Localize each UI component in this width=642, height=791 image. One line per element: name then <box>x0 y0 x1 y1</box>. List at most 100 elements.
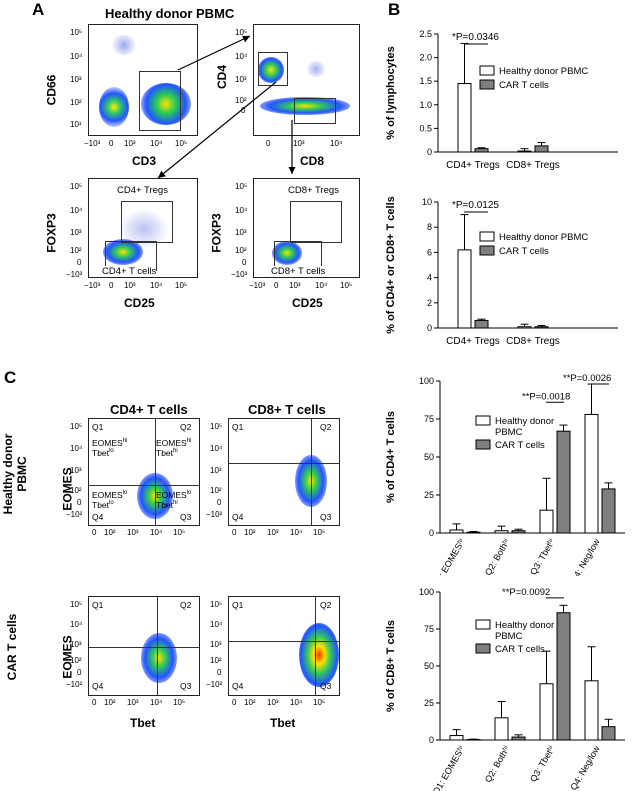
tick: 0 <box>232 528 237 537</box>
tick: 10⁵ <box>70 182 83 191</box>
legend-swatch-car <box>475 643 491 654</box>
legend-swatch-healthy <box>479 231 495 242</box>
y-tick-label: 2.5 <box>419 29 432 39</box>
tick: 10⁵ <box>313 698 326 707</box>
x-tick-label: CD8+ Tregs <box>506 336 560 347</box>
tick: 10³ <box>124 281 136 290</box>
tick: 10⁵ <box>210 600 223 609</box>
x-tick-label: Q1: EOMESʰⁱ <box>431 537 467 576</box>
bar-car <box>601 488 616 534</box>
bar-car <box>466 739 481 741</box>
plot-a2-xlabel: CD8 <box>300 154 325 168</box>
bar-healthy <box>517 150 532 153</box>
tick: 10⁵ <box>235 182 248 191</box>
tick: 10² <box>70 486 82 495</box>
significance-label: *P=0.0346 <box>452 32 499 43</box>
tick: 0 <box>77 668 82 677</box>
significance-label: **P=0.0018 <box>522 391 570 402</box>
bar-healthy <box>517 326 532 329</box>
bar-chart-b2: 0 2 4 6 8 10 % of CD4+ or CD8+ T cells CD4+ Tre… <box>385 196 618 347</box>
x-tick-label: Q4: Neg/low <box>568 744 602 791</box>
q1-desc: EOMEShi Tbetlo <box>92 438 128 458</box>
y-tick-label: 0 <box>429 528 434 538</box>
bar-healthy <box>449 529 464 534</box>
tick: 10² <box>244 698 256 707</box>
y-axis-label: % of lymphocytes <box>385 46 397 140</box>
bar-healthy <box>539 683 554 741</box>
tick: 0 <box>242 258 247 267</box>
x-tick-label: Q3: Tbetʰⁱ <box>528 537 557 576</box>
y-axis-label: % of CD4+ T cells <box>385 411 397 503</box>
c-xlabel-tbet-1: Tbet <box>130 716 156 730</box>
gate-label-cd4-tregs: CD4+ Tregs <box>117 185 168 196</box>
y-tick-label: 25 <box>424 490 434 500</box>
x-tick-label: Q2: Bothʰⁱ <box>483 744 512 784</box>
tick: 10⁴ <box>70 444 83 453</box>
bar-chart-b1: 0 0.5 1.0 1.5 2.0 2.5 % of lymphocytes CD4+ Tre… <box>385 29 618 171</box>
tick: 10⁴ <box>150 698 163 707</box>
tick: 0 <box>109 281 114 290</box>
y-axis-label: % of CD8+ T cells <box>385 620 397 712</box>
y-tick-label: 1.5 <box>419 76 432 86</box>
tick: 0 <box>241 106 246 115</box>
quadrant-label: Q2 <box>320 422 332 432</box>
bar-chart-c1: 0 25 50 75 100 % of CD4+ T cells Q1: EOMESʰⁱ Q2… <box>385 373 625 576</box>
tick: 0 <box>274 281 279 290</box>
quadrant-label: Q3 <box>320 681 332 691</box>
tick: 10² <box>235 246 247 255</box>
y-tick-label: 8 <box>427 222 432 232</box>
bar-healthy <box>449 735 464 741</box>
panel-b-letter: B <box>388 0 401 19</box>
bar-healthy <box>494 717 509 741</box>
cd4-tregs-gate <box>121 201 173 243</box>
tick: 0 <box>232 698 237 707</box>
tick: 10¹ <box>70 120 82 129</box>
tick: 0 <box>266 139 271 148</box>
bar-car <box>511 530 526 534</box>
tick: 10³ <box>70 228 82 237</box>
tick: 10⁴ <box>290 528 303 537</box>
tick: 10³ <box>235 75 247 84</box>
bar-healthy <box>494 530 509 534</box>
significance-label: **P=0.0026 <box>563 373 611 384</box>
tick: 10⁴ <box>210 444 223 453</box>
legend-label-car: CAR T cells <box>499 80 549 91</box>
plot-a1-xlabel: CD3 <box>132 154 157 168</box>
tick: 10³ <box>289 281 301 290</box>
tick: 10³ <box>267 528 279 537</box>
cd8-gate <box>294 98 336 124</box>
bar-car <box>511 736 526 741</box>
tick: 10⁵ <box>313 528 326 537</box>
tick: 10⁴ <box>210 620 223 629</box>
tick: −10³ <box>84 139 101 148</box>
quadrant-label: Q4 <box>232 512 244 522</box>
bar-car <box>556 612 571 741</box>
tick: −10² <box>206 680 223 689</box>
tick: 10⁴ <box>235 206 248 215</box>
tick: 10³ <box>70 640 82 649</box>
gate-label-cd4-tcells: CD4+ T cells <box>102 266 157 277</box>
tick: 0 <box>77 258 82 267</box>
tick: 0 <box>217 498 222 507</box>
tick: 0 <box>92 698 97 707</box>
tick: 10³ <box>293 139 305 148</box>
y-tick-label: 100 <box>419 376 434 386</box>
quad-plot-cd8-healthy <box>228 418 340 526</box>
tick: 10² <box>104 698 116 707</box>
y-axis-label: % of CD4+ or CD8+ T cells <box>385 196 397 334</box>
tick: 10³ <box>210 640 222 649</box>
y-tick-label: 50 <box>424 452 434 462</box>
bar-car <box>534 145 549 153</box>
tick: −10² <box>206 510 223 519</box>
tick: 10⁴ <box>70 620 83 629</box>
x-tick-label: CD8+ Tregs <box>506 160 560 171</box>
quad-plot-cd4-car <box>88 596 200 696</box>
legend-swatch-car <box>479 79 495 90</box>
y-tick-label: 10 <box>422 197 432 207</box>
tick: 10⁵ <box>340 281 353 290</box>
tick: 10³ <box>70 466 82 475</box>
tick: 10⁴ <box>150 139 163 148</box>
tick: 10³ <box>127 528 139 537</box>
tick: 10⁵ <box>210 422 223 431</box>
y-tick-label: 2.0 <box>419 53 432 63</box>
